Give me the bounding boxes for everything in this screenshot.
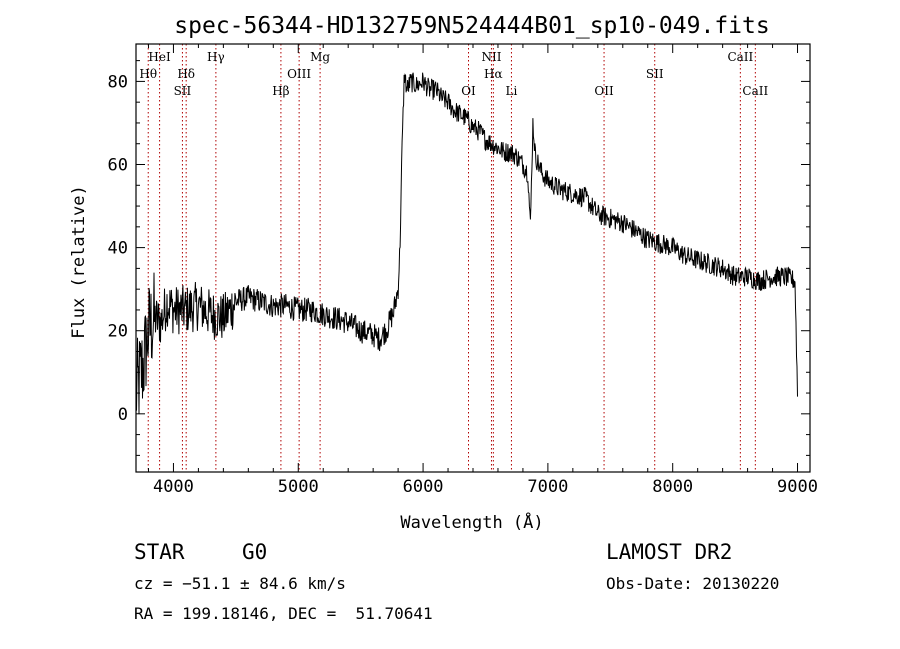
x-tick-label: 7000 bbox=[527, 477, 568, 497]
spectral-line-label: CaII bbox=[727, 50, 753, 64]
redshift-text: cz = −51.1 ± 84.6 km/s bbox=[134, 574, 346, 593]
y-tick-label: 40 bbox=[108, 239, 128, 259]
spectral-line-label: OI bbox=[461, 84, 476, 98]
x-tick-label: 9000 bbox=[777, 477, 818, 497]
y-tick-label: 0 bbox=[118, 405, 128, 425]
x-tick-label: 4000 bbox=[153, 477, 194, 497]
y-tick-label: 60 bbox=[108, 156, 128, 176]
spectrum-line bbox=[135, 72, 798, 415]
y-tick-label: 20 bbox=[108, 322, 128, 342]
plot-frame bbox=[135, 43, 811, 473]
survey-name: LAMOST DR2 bbox=[606, 540, 733, 564]
spectral-line-label: CaII bbox=[742, 84, 768, 98]
spectral-line-label: Hγ bbox=[207, 50, 225, 64]
spectral-line-label: SII bbox=[174, 84, 192, 98]
x-tick-label: 5000 bbox=[278, 477, 319, 497]
x-tick-label: 6000 bbox=[403, 477, 444, 497]
chart-title: spec-56344-HD132759N524444B01_sp10-049.f… bbox=[174, 13, 769, 39]
spectral-line-label: Hδ bbox=[177, 67, 195, 81]
spectral-line-label: OIII bbox=[287, 67, 311, 81]
x-axis-label: Wavelength (Å) bbox=[400, 511, 543, 533]
spectral-line-label: HeI bbox=[148, 50, 171, 64]
x-tick-label: 8000 bbox=[652, 477, 693, 497]
y-tick-label: 80 bbox=[108, 72, 128, 92]
spectral-line-label: Hθ bbox=[139, 67, 157, 81]
axis-ticks: 4000 5000 6000 7000 8000 9000 0 20 40 60 80 bbox=[108, 44, 818, 497]
spectral-line-label: Hβ bbox=[272, 84, 289, 98]
spectral-line-label: SII bbox=[646, 67, 664, 81]
spectral-line-label: Li bbox=[506, 84, 518, 98]
coordinates-text: RA = 199.18146, DEC = 51.70641 bbox=[134, 604, 433, 623]
spectral-line-label: OII bbox=[594, 84, 614, 98]
obs-date-text: Obs-Date: 20130220 bbox=[606, 574, 780, 593]
object-subclass: G0 bbox=[242, 540, 268, 564]
object-class: STAR bbox=[134, 540, 185, 564]
spectral-line-label: Mg bbox=[310, 50, 330, 64]
y-axis-label: Flux (relative) bbox=[69, 185, 89, 339]
spectral-line-label: NII bbox=[481, 50, 501, 64]
spectral-line-label: Hα bbox=[484, 67, 503, 81]
